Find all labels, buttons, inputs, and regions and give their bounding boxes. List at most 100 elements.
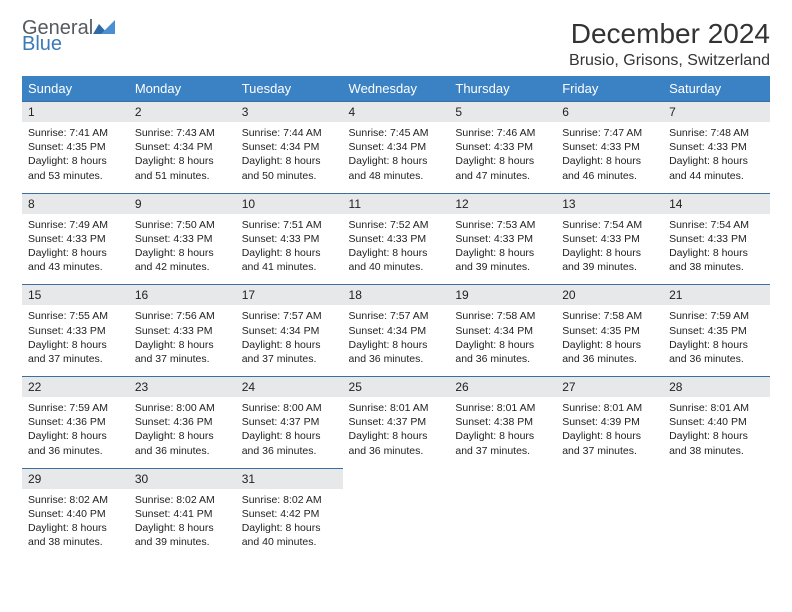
day-number-cell: 5 [449, 102, 556, 123]
day-data-cell [343, 489, 450, 560]
sunset-line: Sunset: 4:35 PM [669, 324, 764, 338]
day-number-cell [556, 468, 663, 489]
daylight-line: Daylight: 8 hours and 38 minutes. [669, 246, 764, 274]
sunset-line: Sunset: 4:34 PM [455, 324, 550, 338]
calendar-body: 1234567Sunrise: 7:41 AMSunset: 4:35 PMDa… [22, 102, 770, 560]
brand-mark-icon [93, 18, 115, 38]
daylight-line: Daylight: 8 hours and 43 minutes. [28, 246, 123, 274]
day-number-row: 1234567 [22, 102, 770, 123]
day-number-cell: 1 [22, 102, 129, 123]
sunrise-line: Sunrise: 8:00 AM [135, 401, 230, 415]
day-data-cell: Sunrise: 7:59 AMSunset: 4:35 PMDaylight:… [663, 305, 770, 376]
day-data-cell: Sunrise: 7:56 AMSunset: 4:33 PMDaylight:… [129, 305, 236, 376]
day-number-cell: 22 [22, 377, 129, 398]
day-number-cell: 10 [236, 193, 343, 214]
daylight-line: Daylight: 8 hours and 37 minutes. [455, 429, 550, 457]
day-data-cell: Sunrise: 7:47 AMSunset: 4:33 PMDaylight:… [556, 122, 663, 193]
day-number-cell: 30 [129, 468, 236, 489]
daylight-line: Daylight: 8 hours and 53 minutes. [28, 154, 123, 182]
daylight-line: Daylight: 8 hours and 42 minutes. [135, 246, 230, 274]
day-data-cell: Sunrise: 8:02 AMSunset: 4:41 PMDaylight:… [129, 489, 236, 560]
sunrise-line: Sunrise: 7:54 AM [562, 218, 657, 232]
day-data-row: Sunrise: 7:49 AMSunset: 4:33 PMDaylight:… [22, 214, 770, 285]
weekday-header: Friday [556, 76, 663, 102]
daylight-line: Daylight: 8 hours and 44 minutes. [669, 154, 764, 182]
sunset-line: Sunset: 4:33 PM [562, 232, 657, 246]
sunset-line: Sunset: 4:39 PM [562, 415, 657, 429]
day-data-cell: Sunrise: 8:01 AMSunset: 4:40 PMDaylight:… [663, 397, 770, 468]
day-data-row: Sunrise: 7:55 AM Sunset: 4:33 PM Daylight:… [22, 305, 770, 376]
sunset-line: Sunset: 4:40 PM [669, 415, 764, 429]
day-data-cell: Sunrise: 7:53 AMSunset: 4:33 PMDaylight:… [449, 214, 556, 285]
sunset-line: Sunset: 4:41 PM [135, 507, 230, 521]
weekday-header: Tuesday [236, 76, 343, 102]
day-data-cell: Sunrise: 7:54 AMSunset: 4:33 PMDaylight:… [556, 214, 663, 285]
day-number-cell: 6 [556, 102, 663, 123]
daylight-line: Daylight: 8 hours and 39 minutes. [562, 246, 657, 274]
sunrise-line: Sunrise: 8:01 AM [455, 401, 550, 415]
day-data-cell: Sunrise: 7:54 AMSunset: 4:33 PMDaylight:… [663, 214, 770, 285]
daylight-line: Daylight: 8 hours and 39 minutes. [455, 246, 550, 274]
daylight-line: Daylight: 8 hours and 36 minutes. [669, 338, 764, 366]
day-number-cell: 14 [663, 193, 770, 214]
day-data-cell: Sunrise: 8:01 AMSunset: 4:39 PMDaylight:… [556, 397, 663, 468]
day-data-cell: Sunrise: 7:45 AMSunset: 4:34 PMDaylight:… [343, 122, 450, 193]
sunset-line: Sunset: 4:34 PM [242, 324, 337, 338]
day-data-row: Sunrise: 7:41 AMSunset: 4:35 PMDaylight:… [22, 122, 770, 193]
weekday-header-row: SundayMondayTuesdayWednesdayThursdayFrid… [22, 76, 770, 102]
sunrise-line: Sunrise: 8:02 AM [28, 493, 123, 507]
sunset-line: Sunset: 4:37 PM [349, 415, 444, 429]
sunrise-line: Sunrise: 7:59 AM [28, 401, 123, 415]
day-data-cell: Sunrise: 7:44 AMSunset: 4:34 PMDaylight:… [236, 122, 343, 193]
sunset-line: Sunset: 4:33 PM [135, 232, 230, 246]
sunset-line: Sunset: 4:33 PM [349, 232, 444, 246]
sunset-line: Sunset: 4:33 PM [455, 232, 550, 246]
day-data-cell: Sunrise: 7:58 AMSunset: 4:34 PMDaylight:… [449, 305, 556, 376]
day-number-cell: 24 [236, 377, 343, 398]
day-number-cell: 31 [236, 468, 343, 489]
day-data-cell: Sunrise: 7:51 AMSunset: 4:33 PMDaylight:… [236, 214, 343, 285]
day-number-cell [449, 468, 556, 489]
sunrise-line: Sunrise: 7:43 AM [135, 126, 230, 140]
day-data-cell: Sunrise: 7:50 AMSunset: 4:33 PMDaylight:… [129, 214, 236, 285]
daylight-line: Daylight: 8 hours and 40 minutes. [242, 521, 337, 549]
day-number-cell: 16 [129, 285, 236, 306]
sunrise-line: Sunrise: 7:49 AM [28, 218, 123, 232]
day-data-cell: Sunrise: 8:02 AMSunset: 4:40 PMDaylight:… [22, 489, 129, 560]
day-number-row: 891011121314 [22, 193, 770, 214]
sunset-line: Sunset: 4:34 PM [349, 140, 444, 154]
day-number-cell: 8 [22, 193, 129, 214]
sunrise-line: Sunrise: 7:50 AM [135, 218, 230, 232]
day-number-cell [343, 468, 450, 489]
day-data-cell: Sunrise: 8:01 AMSunset: 4:37 PMDaylight:… [343, 397, 450, 468]
daylight-line: Daylight: 8 hours and 36 minutes. [135, 429, 230, 457]
sunset-line: Sunset: 4:33 PM [135, 324, 230, 338]
sunrise-line: Sunrise: 7:47 AM [562, 126, 657, 140]
day-data-cell: Sunrise: 7:58 AMSunset: 4:35 PMDaylight:… [556, 305, 663, 376]
daylight-line: Daylight: 8 hours and 36 minutes. [349, 429, 444, 457]
day-data-cell [663, 489, 770, 560]
sunrise-line: Sunrise: 7:55 AM [28, 309, 123, 323]
day-number-cell: 4 [343, 102, 450, 123]
daylight-line: Daylight: 8 hours and 37 minutes. [28, 338, 123, 366]
sunrise-line: Sunrise: 7:54 AM [669, 218, 764, 232]
day-data-cell: Sunrise: 7:41 AMSunset: 4:35 PMDaylight:… [22, 122, 129, 193]
day-number-cell: 17 [236, 285, 343, 306]
day-number-cell: 29 [22, 468, 129, 489]
weekday-header: Monday [129, 76, 236, 102]
day-number-cell [663, 468, 770, 489]
sunrise-line: Sunrise: 8:01 AM [562, 401, 657, 415]
day-data-cell [556, 489, 663, 560]
day-number-cell: 18 [343, 285, 450, 306]
brand-text: General Blue [22, 18, 115, 54]
title-block: December 2024 Brusio, Grisons, Switzerla… [569, 18, 770, 70]
day-number-cell: 12 [449, 193, 556, 214]
sunrise-line: Sunrise: 8:01 AM [349, 401, 444, 415]
sunset-line: Sunset: 4:36 PM [135, 415, 230, 429]
daylight-line: Daylight: 8 hours and 50 minutes. [242, 154, 337, 182]
day-data-row: Sunrise: 7:59 AMSunset: 4:36 PMDaylight:… [22, 397, 770, 468]
sunrise-line: Sunrise: 7:59 AM [669, 309, 764, 323]
sunset-line: Sunset: 4:33 PM [455, 140, 550, 154]
sunset-line: Sunset: 4:33 PM [28, 232, 123, 246]
sunrise-line: Sunrise: 7:56 AM [135, 309, 230, 323]
